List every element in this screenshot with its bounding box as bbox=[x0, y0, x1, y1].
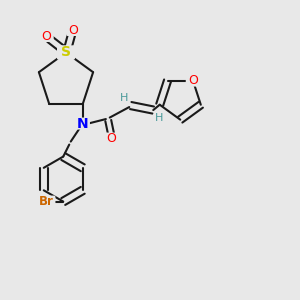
FancyBboxPatch shape bbox=[66, 24, 81, 36]
Text: O: O bbox=[69, 23, 78, 37]
Text: H: H bbox=[154, 113, 163, 124]
FancyBboxPatch shape bbox=[57, 45, 75, 60]
Text: N: N bbox=[77, 117, 88, 130]
Text: S: S bbox=[61, 46, 71, 59]
Text: Br: Br bbox=[39, 195, 54, 208]
Text: O: O bbox=[188, 74, 198, 87]
FancyBboxPatch shape bbox=[153, 113, 164, 124]
FancyBboxPatch shape bbox=[39, 30, 54, 42]
FancyBboxPatch shape bbox=[38, 196, 56, 208]
FancyBboxPatch shape bbox=[118, 93, 130, 103]
Text: O: O bbox=[42, 29, 51, 43]
Text: H: H bbox=[120, 93, 128, 103]
FancyBboxPatch shape bbox=[76, 118, 90, 130]
FancyBboxPatch shape bbox=[186, 75, 200, 87]
FancyBboxPatch shape bbox=[104, 133, 118, 145]
Text: O: O bbox=[106, 132, 116, 145]
